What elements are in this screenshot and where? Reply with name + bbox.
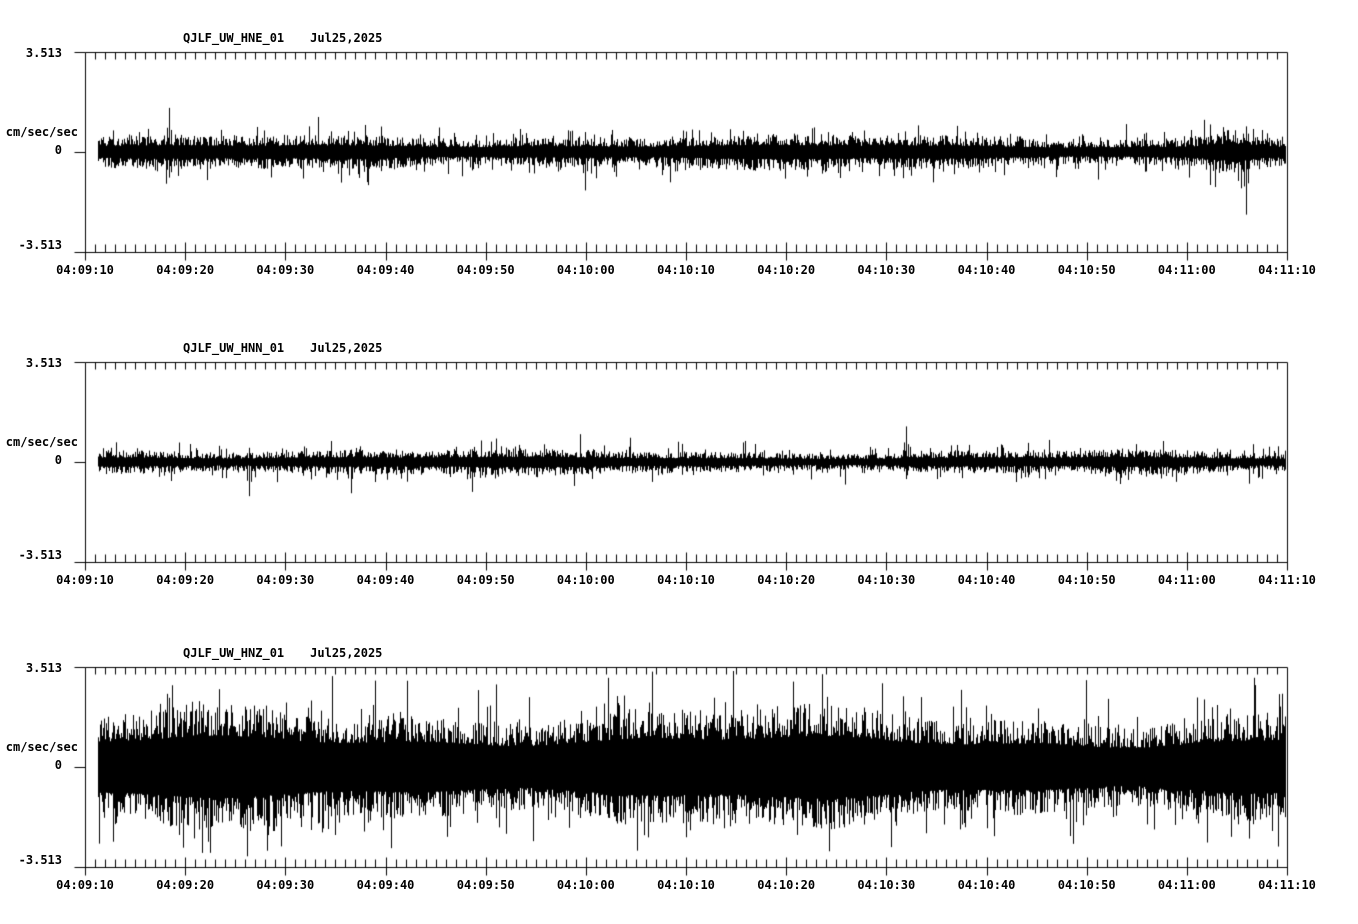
time-axis-labels: 04:09:10 04:09:20 04:09:30 04:09:40 04:09:50… <box>0 263 1358 278</box>
time-tick-label: 04:09:50 <box>456 263 515 277</box>
time-tick-label: 04:10:50 <box>1057 878 1116 892</box>
station-code: QJLF_UW_HNZ_01 <box>183 646 285 660</box>
seismogram-panel-hnz: QJLF_UW_HNZ_01 Jul25,2025 3.513 cm/sec/se… <box>0 641 1358 921</box>
y-units-label: cm/sec/sec <box>5 740 78 754</box>
time-tick-label: 04:09:40 <box>356 878 415 892</box>
y-zero-label: 0 <box>54 758 62 772</box>
y-zero-label: 0 <box>54 453 62 467</box>
time-axis-labels: 04:09:10 04:09:20 04:09:30 04:09:40 04:09:50… <box>0 878 1358 893</box>
station-code: QJLF_UW_HNE_01 <box>183 31 285 45</box>
y-units-label: cm/sec/sec <box>5 125 78 139</box>
time-tick-label: 04:10:40 <box>957 263 1016 277</box>
time-tick-label: 04:09:40 <box>356 263 415 277</box>
time-tick-label: 04:10:20 <box>757 263 816 277</box>
time-tick-label: 04:10:20 <box>757 573 816 587</box>
time-tick-label: 04:10:50 <box>1057 573 1116 587</box>
time-tick-label: 04:10:00 <box>556 878 615 892</box>
time-tick-label: 04:09:50 <box>456 573 515 587</box>
y-max-label: 3.513 <box>25 46 62 60</box>
time-tick-label: 04:10:00 <box>556 263 615 277</box>
y-zero-label: 0 <box>54 143 62 157</box>
time-axis-labels: 04:09:10 04:09:20 04:09:30 04:09:40 04:09:50… <box>0 573 1358 588</box>
time-tick-label: 04:11:10 <box>1258 878 1316 892</box>
time-tick-label: 04:10:10 <box>657 878 715 892</box>
panel-title: QJLF_UW_HNN_01 Jul25,2025 <box>183 341 382 356</box>
time-tick-label: 04:10:50 <box>1057 263 1116 277</box>
y-min-label: -3.513 <box>18 548 62 562</box>
time-tick-label: 04:09:20 <box>156 878 215 892</box>
seismogram-panel-hnn: QJLF_UW_HNN_01 Jul25,2025 3.513 cm/sec/se… <box>0 336 1358 616</box>
waveform-plot-hnz <box>65 657 1305 882</box>
panel-title: QJLF_UW_HNE_01 Jul25,2025 <box>183 31 382 46</box>
time-tick-label: 04:09:10 <box>56 263 114 277</box>
time-tick-label: 04:10:00 <box>556 573 615 587</box>
time-tick-label: 04:09:10 <box>56 878 114 892</box>
time-tick-label: 04:10:30 <box>857 263 916 277</box>
time-tick-label: 04:10:10 <box>657 263 715 277</box>
panel-date: Jul25,2025 <box>310 646 383 660</box>
waveform-plot-hnn <box>65 352 1305 577</box>
time-tick-label: 04:11:00 <box>1157 878 1216 892</box>
time-tick-label: 04:09:40 <box>356 573 415 587</box>
time-tick-label: 04:09:30 <box>256 878 315 892</box>
time-tick-label: 04:09:50 <box>456 878 515 892</box>
panel-title: QJLF_UW_HNZ_01 Jul25,2025 <box>183 646 382 661</box>
time-tick-label: 04:10:40 <box>957 573 1016 587</box>
time-tick-label: 04:10:30 <box>857 878 916 892</box>
y-min-label: -3.513 <box>18 238 62 252</box>
time-tick-label: 04:09:30 <box>256 573 315 587</box>
time-tick-label: 04:09:30 <box>256 263 315 277</box>
y-units-label: cm/sec/sec <box>5 435 78 449</box>
waveform-plot-hne <box>65 42 1305 267</box>
y-max-label: 3.513 <box>25 356 62 370</box>
time-tick-label: 04:10:10 <box>657 573 715 587</box>
station-code: QJLF_UW_HNN_01 <box>183 341 285 355</box>
time-tick-label: 04:11:00 <box>1157 573 1216 587</box>
panel-date: Jul25,2025 <box>310 31 383 45</box>
time-tick-label: 04:09:20 <box>156 263 215 277</box>
y-max-label: 3.513 <box>25 661 62 675</box>
time-tick-label: 04:10:40 <box>957 878 1016 892</box>
time-tick-label: 04:10:20 <box>757 878 816 892</box>
time-tick-label: 04:11:10 <box>1258 263 1316 277</box>
time-tick-label: 04:09:10 <box>56 573 114 587</box>
y-min-label: -3.513 <box>18 853 62 867</box>
panel-date: Jul25,2025 <box>310 341 383 355</box>
seismogram-panel-hne: QJLF_UW_HNE_01 Jul25,2025 3.513 cm/sec/se… <box>0 26 1358 306</box>
time-tick-label: 04:09:20 <box>156 573 215 587</box>
time-tick-label: 04:11:10 <box>1258 573 1316 587</box>
time-tick-label: 04:10:30 <box>857 573 916 587</box>
time-tick-label: 04:11:00 <box>1157 263 1216 277</box>
